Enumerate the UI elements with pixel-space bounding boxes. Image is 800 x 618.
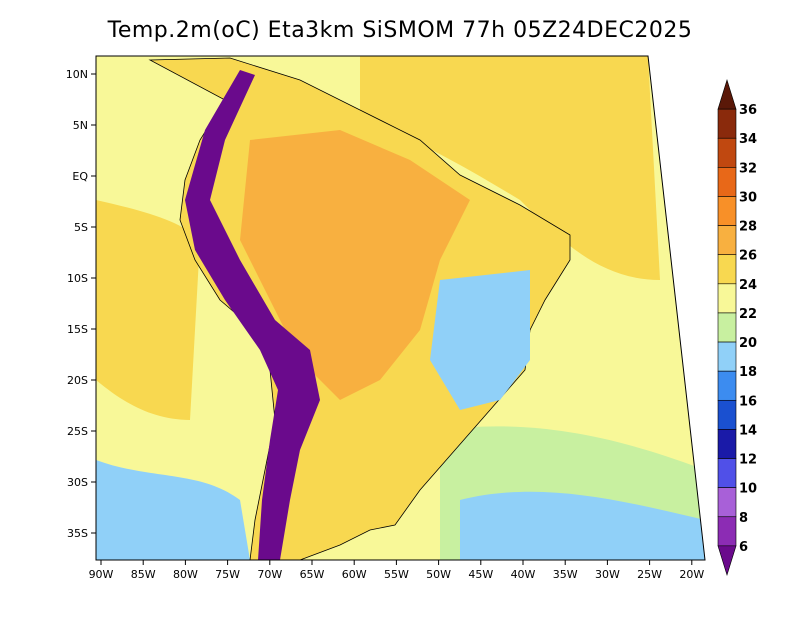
southeast-cold-ocean (460, 491, 705, 560)
colorbar-label: 16 (739, 394, 757, 409)
colorbar-segment (717, 429, 737, 459)
colorbar-label: 18 (739, 365, 757, 380)
colorbar-segment (717, 283, 737, 314)
colorbar-segment (717, 108, 737, 139)
lon-tick-label: 65W (300, 568, 325, 581)
colorbar-label: 30 (739, 190, 757, 205)
colorbar-label: 20 (739, 336, 757, 351)
lat-tick-label: 5S (74, 221, 88, 234)
colorbar-label: 26 (739, 249, 757, 264)
colorbar-segment (717, 341, 737, 372)
colorbar-segment (717, 225, 737, 256)
lat-tick-label: 10N (66, 68, 88, 81)
colorbar-label: 34 (739, 132, 757, 147)
colorbar-segment (717, 167, 737, 197)
lat-tick-label: 35S (67, 527, 88, 540)
lat-tick-label: 10S (67, 272, 88, 285)
colorbar-segment (717, 254, 737, 285)
lon-tick-label: 25W (637, 568, 662, 581)
lon-tick-label: 60W (342, 568, 367, 581)
colorbar-segment (717, 137, 737, 168)
colorbar-segment (717, 78, 737, 110)
colorbar-label: 10 (739, 482, 757, 497)
colorbar-segment (717, 196, 737, 226)
brazil-highlands-cool (430, 270, 530, 410)
lon-tick-label: 20W (679, 568, 704, 581)
colorbar-segment (717, 370, 737, 401)
colorbar-label: 14 (739, 423, 757, 438)
lat-tick-label: 25S (67, 425, 88, 438)
lon-tick-label: 55W (384, 568, 409, 581)
lat-tick-label: 5N (73, 119, 88, 132)
andes-cold-band (185, 70, 320, 560)
pacific-warm-band (96, 200, 200, 420)
colorbar-label: 22 (739, 307, 757, 322)
lon-tick-label: 45W (468, 568, 493, 581)
lon-tick-label: 75W (215, 568, 240, 581)
colorbar-label: 6 (739, 540, 748, 555)
lat-tick-label: 15S (67, 323, 88, 336)
lon-tick-label: 80W (173, 568, 198, 581)
interior-hot-area (240, 130, 470, 400)
colorbar: 6 8 10 12 14 16 18 20 22 24 26 28 30 32 34 36 (717, 78, 757, 577)
lon-tick-label: 40W (511, 568, 536, 581)
atlantic-warm-band (360, 56, 660, 280)
lat-tick-label: EQ (72, 170, 88, 183)
colorbar-label: 28 (739, 220, 757, 235)
colorbar-segment (717, 312, 737, 343)
lon-tick-label: 30W (595, 568, 620, 581)
temperature-field (96, 56, 705, 560)
lon-tick-label: 85W (131, 568, 156, 581)
colorbar-label: 32 (739, 161, 757, 176)
colorbar-segment (717, 516, 737, 547)
colorbar-label: 8 (739, 511, 748, 526)
colorbar-segment (717, 399, 737, 430)
map-frame (95, 55, 706, 561)
colorbar-segment (717, 487, 737, 518)
longitude-axis: 90W 85W 80W 75W 70W 65W 60W 55W 50W 45W 40W 35W 30W 2… (89, 560, 704, 581)
lon-tick-label: 70W (257, 568, 282, 581)
colorbar-label: 24 (739, 278, 757, 293)
lat-tick-label: 20S (67, 374, 88, 387)
lon-tick-label: 35W (553, 568, 578, 581)
lon-tick-label: 50W (426, 568, 451, 581)
latitude-axis: 10N 5N EQ 5S 10S 15S 20S 25S 30S 35S (66, 68, 96, 540)
colorbar-label: 12 (739, 453, 757, 468)
lat-tick-label: 30S (67, 476, 88, 489)
lon-tick-label: 90W (89, 568, 114, 581)
colorbar-label: 36 (739, 103, 757, 118)
map-title: Temp.2m(oC) Eta3km SiSMOM 77h 05Z24DEC20… (107, 18, 693, 43)
southwest-cold-ocean (96, 460, 250, 560)
colorbar-segment (717, 458, 737, 488)
colorbar-segment (717, 545, 737, 577)
